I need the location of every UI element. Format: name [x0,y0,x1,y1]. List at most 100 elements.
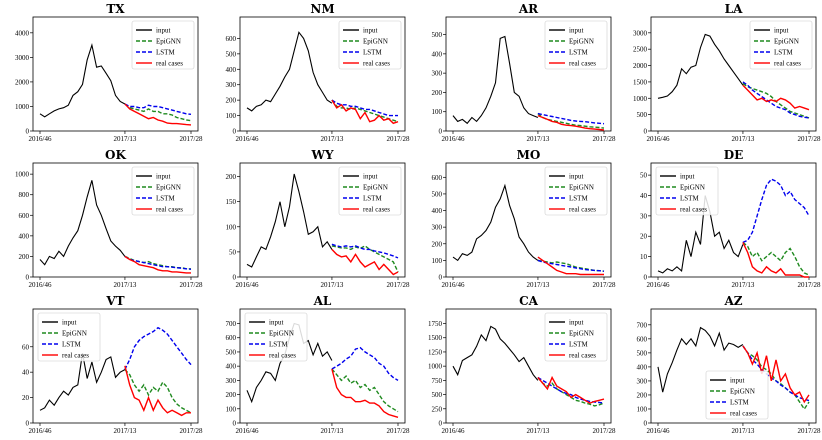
series-input [657,33,744,99]
panel-title: DE [724,148,744,162]
y-tick-label: 100 [226,405,237,413]
legend-label: LSTM [569,341,588,349]
legend-label: real cases [774,60,801,68]
legend-label: EpiGNN [569,330,594,338]
y-tick-label: 0 [644,274,648,282]
y-tick-label: 400 [432,50,443,58]
legend-label: EpiGNN [156,184,181,192]
y-tick-label: 1250 [428,348,443,356]
series-real [742,242,809,278]
x-tick-label: 2017/13 [731,427,754,435]
series-epignn [331,368,399,413]
legend-label: LSTM [156,49,175,57]
legend-label: input [363,173,377,181]
y-tick-label: 0 [233,420,237,428]
y-tick-label: 500 [432,31,443,39]
y-tick-label: 60 [22,343,30,351]
legend-box [244,312,308,362]
series-input [452,183,539,262]
x-tick-label: 2017/28 [593,281,616,289]
panel-la: LA 0 500 1000 1500 2000 2500 3000 2016/46 2017/13… [633,2,821,143]
y-tick-label: 150 [226,198,237,206]
legend-label: real cases [363,206,390,214]
y-tick-label: 1000 [633,95,648,103]
legend-box [544,166,608,216]
y-tick-label: 0 [439,128,443,136]
legend-label: real cases [569,352,596,360]
series-input [452,325,539,381]
x-tick-label: 2017/28 [798,281,821,289]
y-tick-label: 400 [637,363,648,371]
x-tick-label: 2017/28 [798,427,821,435]
legend-label: input [569,173,583,181]
y-tick-label: 200 [19,253,30,261]
legend: input EpiGNN LSTM real cases [338,166,402,216]
y-tick-label: 100 [226,223,237,231]
x-tick-label: 2016/46 [647,281,670,289]
y-tick-label: 100 [432,257,443,265]
y-tick-label: 30 [640,212,648,220]
panel-de: DE 0 10 20 30 40 50 2016/46 2017/13 2017/28 input E… [640,148,821,289]
legend: input EpiGNN LSTM real cases [544,312,608,362]
series-real [742,345,810,404]
y-tick-label: 0 [233,274,237,282]
x-tick-label: 2017/28 [798,135,821,143]
panel-title: AR [518,2,539,16]
x-tick-label: 2017/28 [593,427,616,435]
legend-label: EpiGNN [680,184,705,192]
y-tick-label: 0 [233,128,237,136]
x-tick-label: 2017/28 [387,135,410,143]
legend-label: LSTM [269,341,288,349]
x-tick-label: 2017/13 [320,281,343,289]
x-tick-label: 2016/46 [647,135,670,143]
x-tick-label: 2017/13 [320,427,343,435]
panel-ok: OK 0 200 400 600 800 1000 2016/46 2017/13 2017/28… [15,148,203,289]
series-input [657,326,744,393]
x-tick-label: 2016/46 [29,427,52,435]
panel-mo: MO 0 100 200 300 400 500 600 2016/46 2017/13 2017/… [432,148,616,289]
y-tick-label: 200 [226,173,237,181]
panel-tx: TX 0 1000 2000 3000 4000 2016/46 2017/13 2017/28… [15,2,203,143]
legend-label: real cases [156,60,183,68]
y-tick-label: 50 [640,172,648,180]
series-real [537,114,605,131]
series-input [39,42,126,118]
legend-label: LSTM [569,49,588,57]
y-tick-label: 50 [229,248,237,256]
legend-box [37,312,101,362]
y-tick-label: 500 [637,349,648,357]
legend-label: input [680,173,694,181]
legend-label: real cases [569,60,596,68]
series-lstm [742,81,810,119]
legend: input EpiGNN LSTM real cases [131,166,195,216]
y-tick-label: 600 [637,335,648,343]
y-tick-label: 200 [226,391,237,399]
x-tick-label: 2016/46 [647,427,670,435]
axes-frame [445,16,612,132]
legend: input EpiGNN LSTM real cases [338,20,402,70]
legend: input EpiGNN LSTM real cases [705,370,769,420]
series-lstm [331,346,399,381]
legend-label: LSTM [363,49,382,57]
legend-box [705,370,769,420]
y-tick-label: 0 [439,274,443,282]
x-tick-label: 2016/46 [236,135,259,143]
legend-box [655,166,719,216]
series-real [537,256,604,276]
legend-box [749,20,813,70]
axes-frame [445,162,612,278]
x-tick-label: 2017/28 [387,427,410,435]
legend-label: EpiGNN [569,184,594,192]
panel-ar: AR 0 100 200 300 400 500 2016/46 2017/13 2017/28 i… [432,2,616,143]
x-tick-label: 2016/46 [29,135,52,143]
legend: input EpiGNN LSTM real cases [131,20,195,70]
panel-ca: CA 0 250 500 750 1000 1250 1500 1750 2016/46 2017/… [428,294,616,435]
series-real [537,375,605,404]
series-lstm [537,112,605,125]
legend: input EpiGNN LSTM real cases [544,20,608,70]
y-tick-label: 500 [432,190,443,198]
y-tick-label: 40 [640,192,648,200]
legend-label: LSTM [680,195,699,203]
series-lstm [124,326,192,370]
